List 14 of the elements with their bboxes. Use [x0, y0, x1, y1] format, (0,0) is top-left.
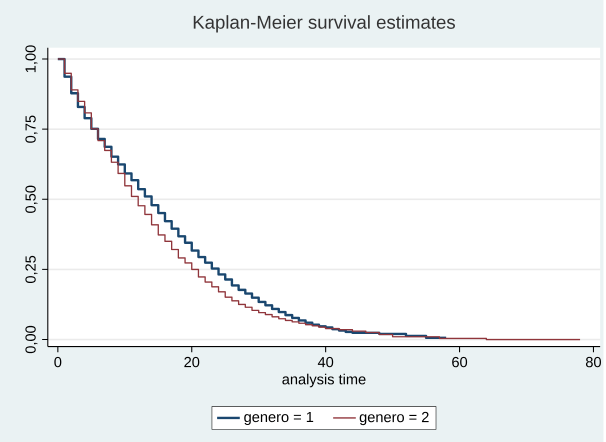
- y-tick-label: 0,75: [25, 116, 38, 143]
- chart-title: Kaplan-Meier survival estimates: [194, 15, 455, 32]
- y-tick-label: 0,25: [25, 256, 38, 283]
- x-axis-title: analysis time: [282, 374, 366, 388]
- legend-label: genero = 2: [360, 412, 429, 426]
- legend-label: genero = 1: [244, 412, 314, 425]
- x-tick-label: 60: [452, 356, 468, 368]
- y-tick-label: 0,00: [25, 326, 38, 354]
- x-tick-label: 80: [586, 356, 601, 368]
- y-tick-label: 1,00: [25, 45, 38, 72]
- x-tick-label: 20: [184, 356, 200, 368]
- y-tick-label: 0,50: [25, 186, 38, 213]
- x-tick-label: 0: [54, 356, 62, 368]
- x-tick-label: 40: [318, 356, 334, 368]
